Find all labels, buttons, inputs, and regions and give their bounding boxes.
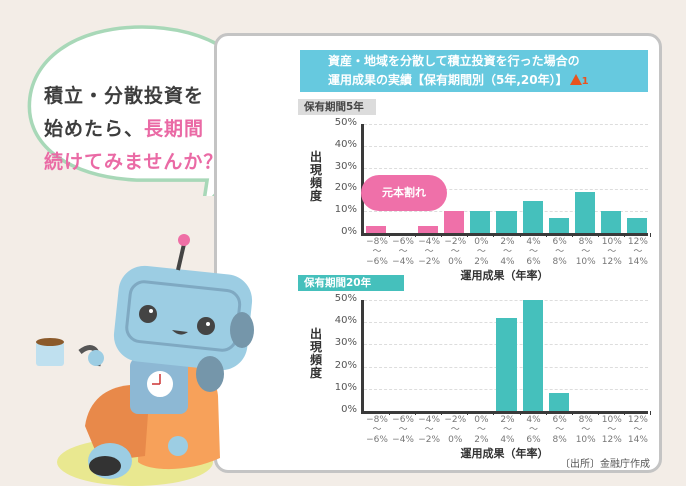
y-tick-label: 40% (334, 138, 357, 150)
x-tick-label: −6% 〜 −4% (392, 415, 414, 445)
bubble-message: 積立・分散投資を 始めたら、長期間 続けてみませんか？ (44, 80, 223, 179)
x-tick-mark (650, 233, 651, 237)
title-line-2-text: 運用成果の実績【保有期間別（5年,20年）】 (328, 73, 568, 87)
x-tick-label: 6% 〜 8% (552, 415, 567, 445)
y-tick-label: 20% (334, 182, 357, 194)
bar-4 (470, 211, 491, 233)
y-tick-label: 50% (334, 293, 357, 304)
bubble-line-1: 積立・分散投資を (44, 85, 205, 107)
chart-panel-title: 資産・地域を分散して積立投資を行った場合の 運用成果の実績【保有期間別（5年,2… (300, 50, 648, 92)
bubble-highlight: 長期間 (144, 118, 205, 140)
title-line-2: 運用成果の実績【保有期間別（5年,20年）】 1 (328, 71, 648, 91)
x-tick-label: −8% 〜 −6% (366, 415, 388, 445)
gridline (364, 300, 648, 301)
y-axis-label: 出現頻度 (309, 326, 322, 380)
bar-10 (626, 217, 647, 233)
bar-0 (366, 226, 387, 233)
x-tick-label: −4% 〜 −2% (418, 237, 441, 267)
x-tick-label: 2% 〜 4% (500, 237, 515, 267)
y-axis (361, 124, 364, 236)
x-tick-label: 4% 〜 6% (526, 237, 541, 267)
y-tick-label: 10% (334, 204, 357, 216)
y-tick-label: 0% (341, 226, 357, 237)
y-axis-label: 出現頻度 (309, 149, 322, 203)
x-tick-label: 10% 〜 12% (601, 237, 622, 267)
bar-5 (496, 211, 517, 233)
chart-2-title: 保有期間20年 (298, 275, 404, 291)
x-tick-label: −2% 〜 0% (444, 237, 467, 267)
warning-number: 1 (581, 76, 589, 87)
bar-8 (574, 191, 595, 233)
chart-panel (214, 33, 662, 473)
bar-7 (548, 217, 569, 233)
x-tick-label: −4% 〜 −2% (418, 415, 441, 445)
x-tick-label: 6% 〜 8% (552, 237, 567, 267)
y-tick-label: 10% (334, 381, 357, 393)
x-axis (361, 233, 648, 236)
y-tick-label: 0% (341, 404, 357, 415)
warning-icon (569, 74, 582, 85)
bar-9 (600, 211, 621, 233)
x-tick-label: −8% 〜 −6% (366, 237, 388, 267)
x-tick-label: 12% 〜 14% (627, 237, 648, 267)
x-tick-label: −6% 〜 −4% (392, 237, 414, 267)
title-line-1: 資産・地域を分散して積立投資を行った場合の (328, 54, 580, 68)
y-tick-label: 20% (334, 359, 357, 371)
bar-3 (444, 211, 465, 233)
x-tick-label: 0% 〜 2% (474, 415, 489, 445)
gridline (364, 145, 648, 147)
x-axis (361, 411, 648, 414)
x-axis-title: 運用成果（年率） (460, 447, 549, 460)
y-tick-label: 30% (334, 160, 357, 172)
bar-5 (496, 317, 517, 411)
gridline (364, 189, 648, 191)
source-note: 〔出所〕金融庁作成 (560, 459, 650, 470)
bar-7 (548, 393, 569, 411)
x-tick-mark (650, 411, 651, 415)
gridline (364, 124, 648, 125)
chart-1-title: 保有期間5年 (298, 99, 376, 115)
gridline (364, 167, 648, 169)
x-tick-label: 8% 〜 10% (575, 415, 596, 445)
x-tick-label: 10% 〜 12% (601, 415, 622, 445)
principal-loss-annotation: 元本割れ (364, 178, 444, 208)
x-tick-label: 12% 〜 14% (627, 415, 648, 445)
x-tick-label: −2% 〜 0% (444, 415, 467, 445)
x-tick-label: 8% 〜 10% (575, 237, 596, 267)
y-tick-label: 50% (334, 117, 357, 128)
bubble-line-2: 始めたら、長期間 (44, 113, 223, 146)
y-tick-label: 30% (334, 337, 357, 349)
y-axis (361, 300, 364, 414)
robot-illustration (36, 234, 254, 486)
x-tick-label: 2% 〜 4% (500, 415, 515, 445)
bar-6 (522, 300, 543, 411)
bubble-line-3: 続けてみませんか？ (44, 151, 224, 173)
x-tick-label: 4% 〜 6% (526, 415, 541, 445)
x-tick-label: 0% 〜 2% (474, 237, 489, 267)
bar-6 (522, 201, 543, 233)
x-axis-title: 運用成果（年率） (460, 269, 549, 282)
y-tick-label: 40% (334, 315, 357, 327)
bar-2 (418, 226, 439, 233)
bubble-line-2-prefix: 始めたら、 (44, 118, 145, 140)
